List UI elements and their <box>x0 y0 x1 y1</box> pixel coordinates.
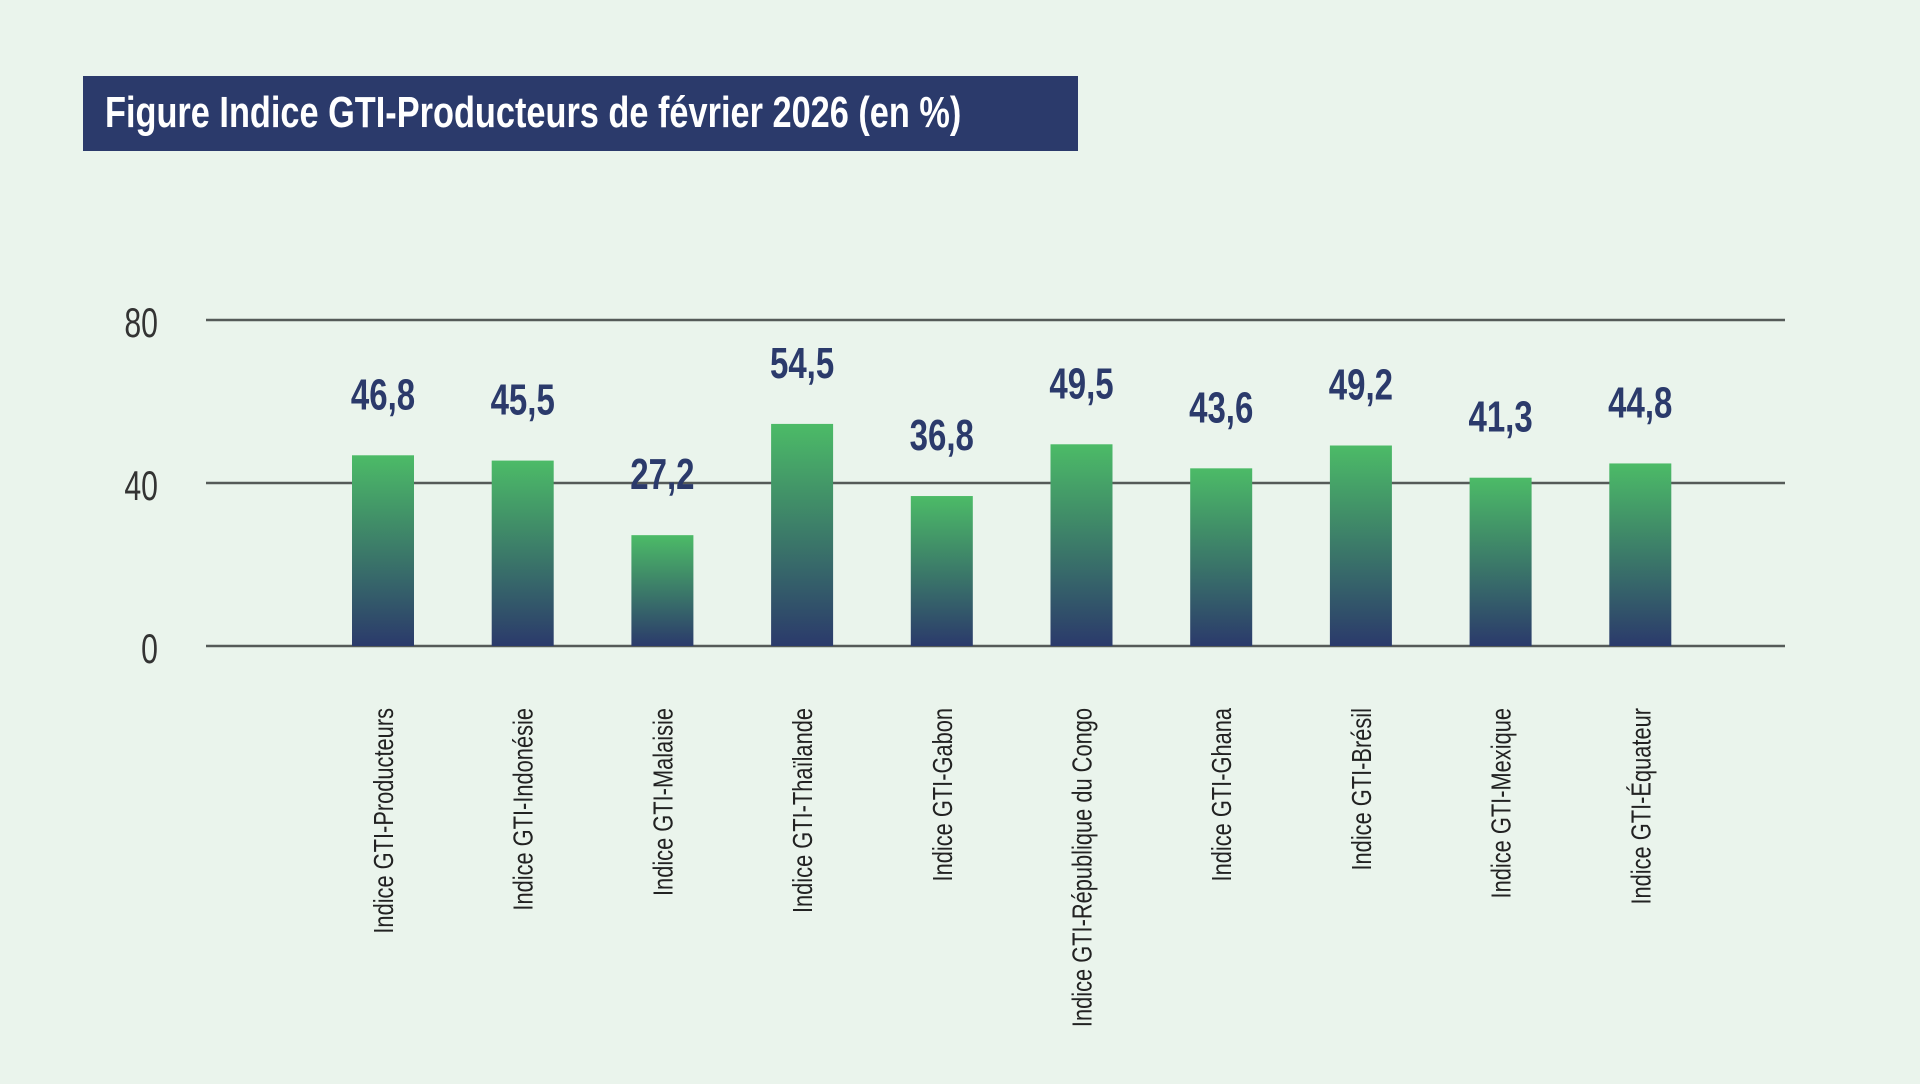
data-label: 49,2 <box>1329 361 1393 410</box>
bar <box>491 460 554 646</box>
x-category-label: Indice GTI-Producteurs <box>368 708 399 934</box>
data-label: 44,8 <box>1608 379 1672 428</box>
x-category-label: Indice GTI-République du Congo <box>1067 708 1098 1027</box>
data-label: 43,6 <box>1189 384 1253 433</box>
bar <box>1609 463 1672 646</box>
data-label: 36,8 <box>910 412 974 461</box>
x-category-label: Indice GTI-Gabon <box>927 708 958 881</box>
chart-title-box: Figure Indice GTI-Producteurs de février… <box>83 76 1078 151</box>
data-label: 46,8 <box>351 371 415 420</box>
bar <box>910 496 973 646</box>
chart-title: Figure Indice GTI-Producteurs de février… <box>105 88 962 137</box>
y-tick-label: 40 <box>124 462 158 509</box>
data-label: 27,2 <box>630 451 694 500</box>
bar <box>1469 477 1532 646</box>
x-category-label: Indice GTI-Mexique <box>1486 708 1517 898</box>
data-label: 49,5 <box>1049 360 1113 409</box>
bar <box>1329 445 1392 646</box>
y-tick-label: 80 <box>124 299 158 346</box>
data-label: 45,5 <box>491 376 555 425</box>
bar <box>352 455 414 646</box>
bar <box>771 423 834 646</box>
x-category-label: Indice GTI-Brésil <box>1346 708 1377 871</box>
bar <box>1190 468 1253 646</box>
x-category-label: Indice GTI-Malaisie <box>648 708 679 896</box>
x-category-label: Indice GTI-Thaïlande <box>788 708 819 913</box>
bar <box>631 535 694 646</box>
data-label: 41,3 <box>1468 393 1532 442</box>
y-tick-label: 0 <box>141 625 158 672</box>
x-category-label: Indice GTI-Indonésie <box>508 708 539 911</box>
x-category-label: Indice GTI-Ghana <box>1207 708 1238 882</box>
bar <box>1050 444 1113 646</box>
x-category-label: Indice GTI-Équateur <box>1625 708 1657 905</box>
data-label: 54,5 <box>770 339 834 388</box>
